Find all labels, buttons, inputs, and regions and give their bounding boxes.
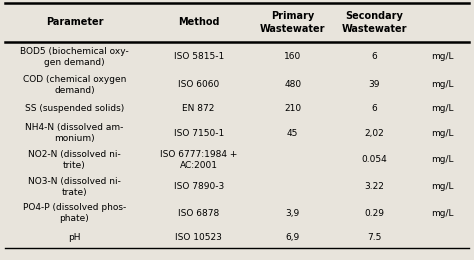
Text: ISO 7890-3: ISO 7890-3 <box>173 182 224 191</box>
Text: mg/L: mg/L <box>431 80 454 89</box>
Text: COD (chemical oxygen
demand): COD (chemical oxygen demand) <box>23 75 126 95</box>
Text: NO2-N (dissolved ni-
trite): NO2-N (dissolved ni- trite) <box>28 150 121 170</box>
Text: 7.5: 7.5 <box>367 233 381 242</box>
Text: EN 872: EN 872 <box>182 105 215 113</box>
Text: 480: 480 <box>284 80 301 89</box>
Text: NO3-N (dissolved ni-
trate): NO3-N (dissolved ni- trate) <box>28 177 121 197</box>
Text: mg/L: mg/L <box>431 155 454 164</box>
Text: 45: 45 <box>287 129 299 138</box>
Text: 210: 210 <box>284 105 301 113</box>
Text: 6,9: 6,9 <box>286 233 300 242</box>
Text: PO4-P (dissolved phos-
phate): PO4-P (dissolved phos- phate) <box>23 203 126 224</box>
Text: pH: pH <box>68 233 81 242</box>
Text: Primary
Wastewater: Primary Wastewater <box>260 11 326 34</box>
Text: ISO 7150-1: ISO 7150-1 <box>173 129 224 138</box>
Text: 3.22: 3.22 <box>364 182 384 191</box>
Text: NH4-N (dissolved am-
monium): NH4-N (dissolved am- monium) <box>25 123 124 143</box>
Text: 2,02: 2,02 <box>364 129 384 138</box>
Text: Parameter: Parameter <box>46 17 103 27</box>
Text: Secondary
Wastewater: Secondary Wastewater <box>341 11 407 34</box>
Text: mg/L: mg/L <box>431 105 454 113</box>
Text: ISO 6060: ISO 6060 <box>178 80 219 89</box>
Text: ISO 5815-1: ISO 5815-1 <box>173 52 224 61</box>
Text: mg/L: mg/L <box>431 209 454 218</box>
Text: ISO 6878: ISO 6878 <box>178 209 219 218</box>
Text: 6: 6 <box>371 52 377 61</box>
Text: 39: 39 <box>368 80 380 89</box>
Text: ISO 6777:1984 +
AC:2001: ISO 6777:1984 + AC:2001 <box>160 150 237 170</box>
Text: 3,9: 3,9 <box>286 209 300 218</box>
Text: Method: Method <box>178 17 219 27</box>
Text: mg/L: mg/L <box>431 182 454 191</box>
Text: ISO 10523: ISO 10523 <box>175 233 222 242</box>
Text: BOD5 (biochemical oxy-
gen demand): BOD5 (biochemical oxy- gen demand) <box>20 47 129 67</box>
Text: 0.054: 0.054 <box>361 155 387 164</box>
Text: mg/L: mg/L <box>431 129 454 138</box>
Text: 160: 160 <box>284 52 301 61</box>
Text: 0.29: 0.29 <box>364 209 384 218</box>
Text: mg/L: mg/L <box>431 52 454 61</box>
Text: 6: 6 <box>371 105 377 113</box>
Text: SS (suspended solids): SS (suspended solids) <box>25 105 124 113</box>
